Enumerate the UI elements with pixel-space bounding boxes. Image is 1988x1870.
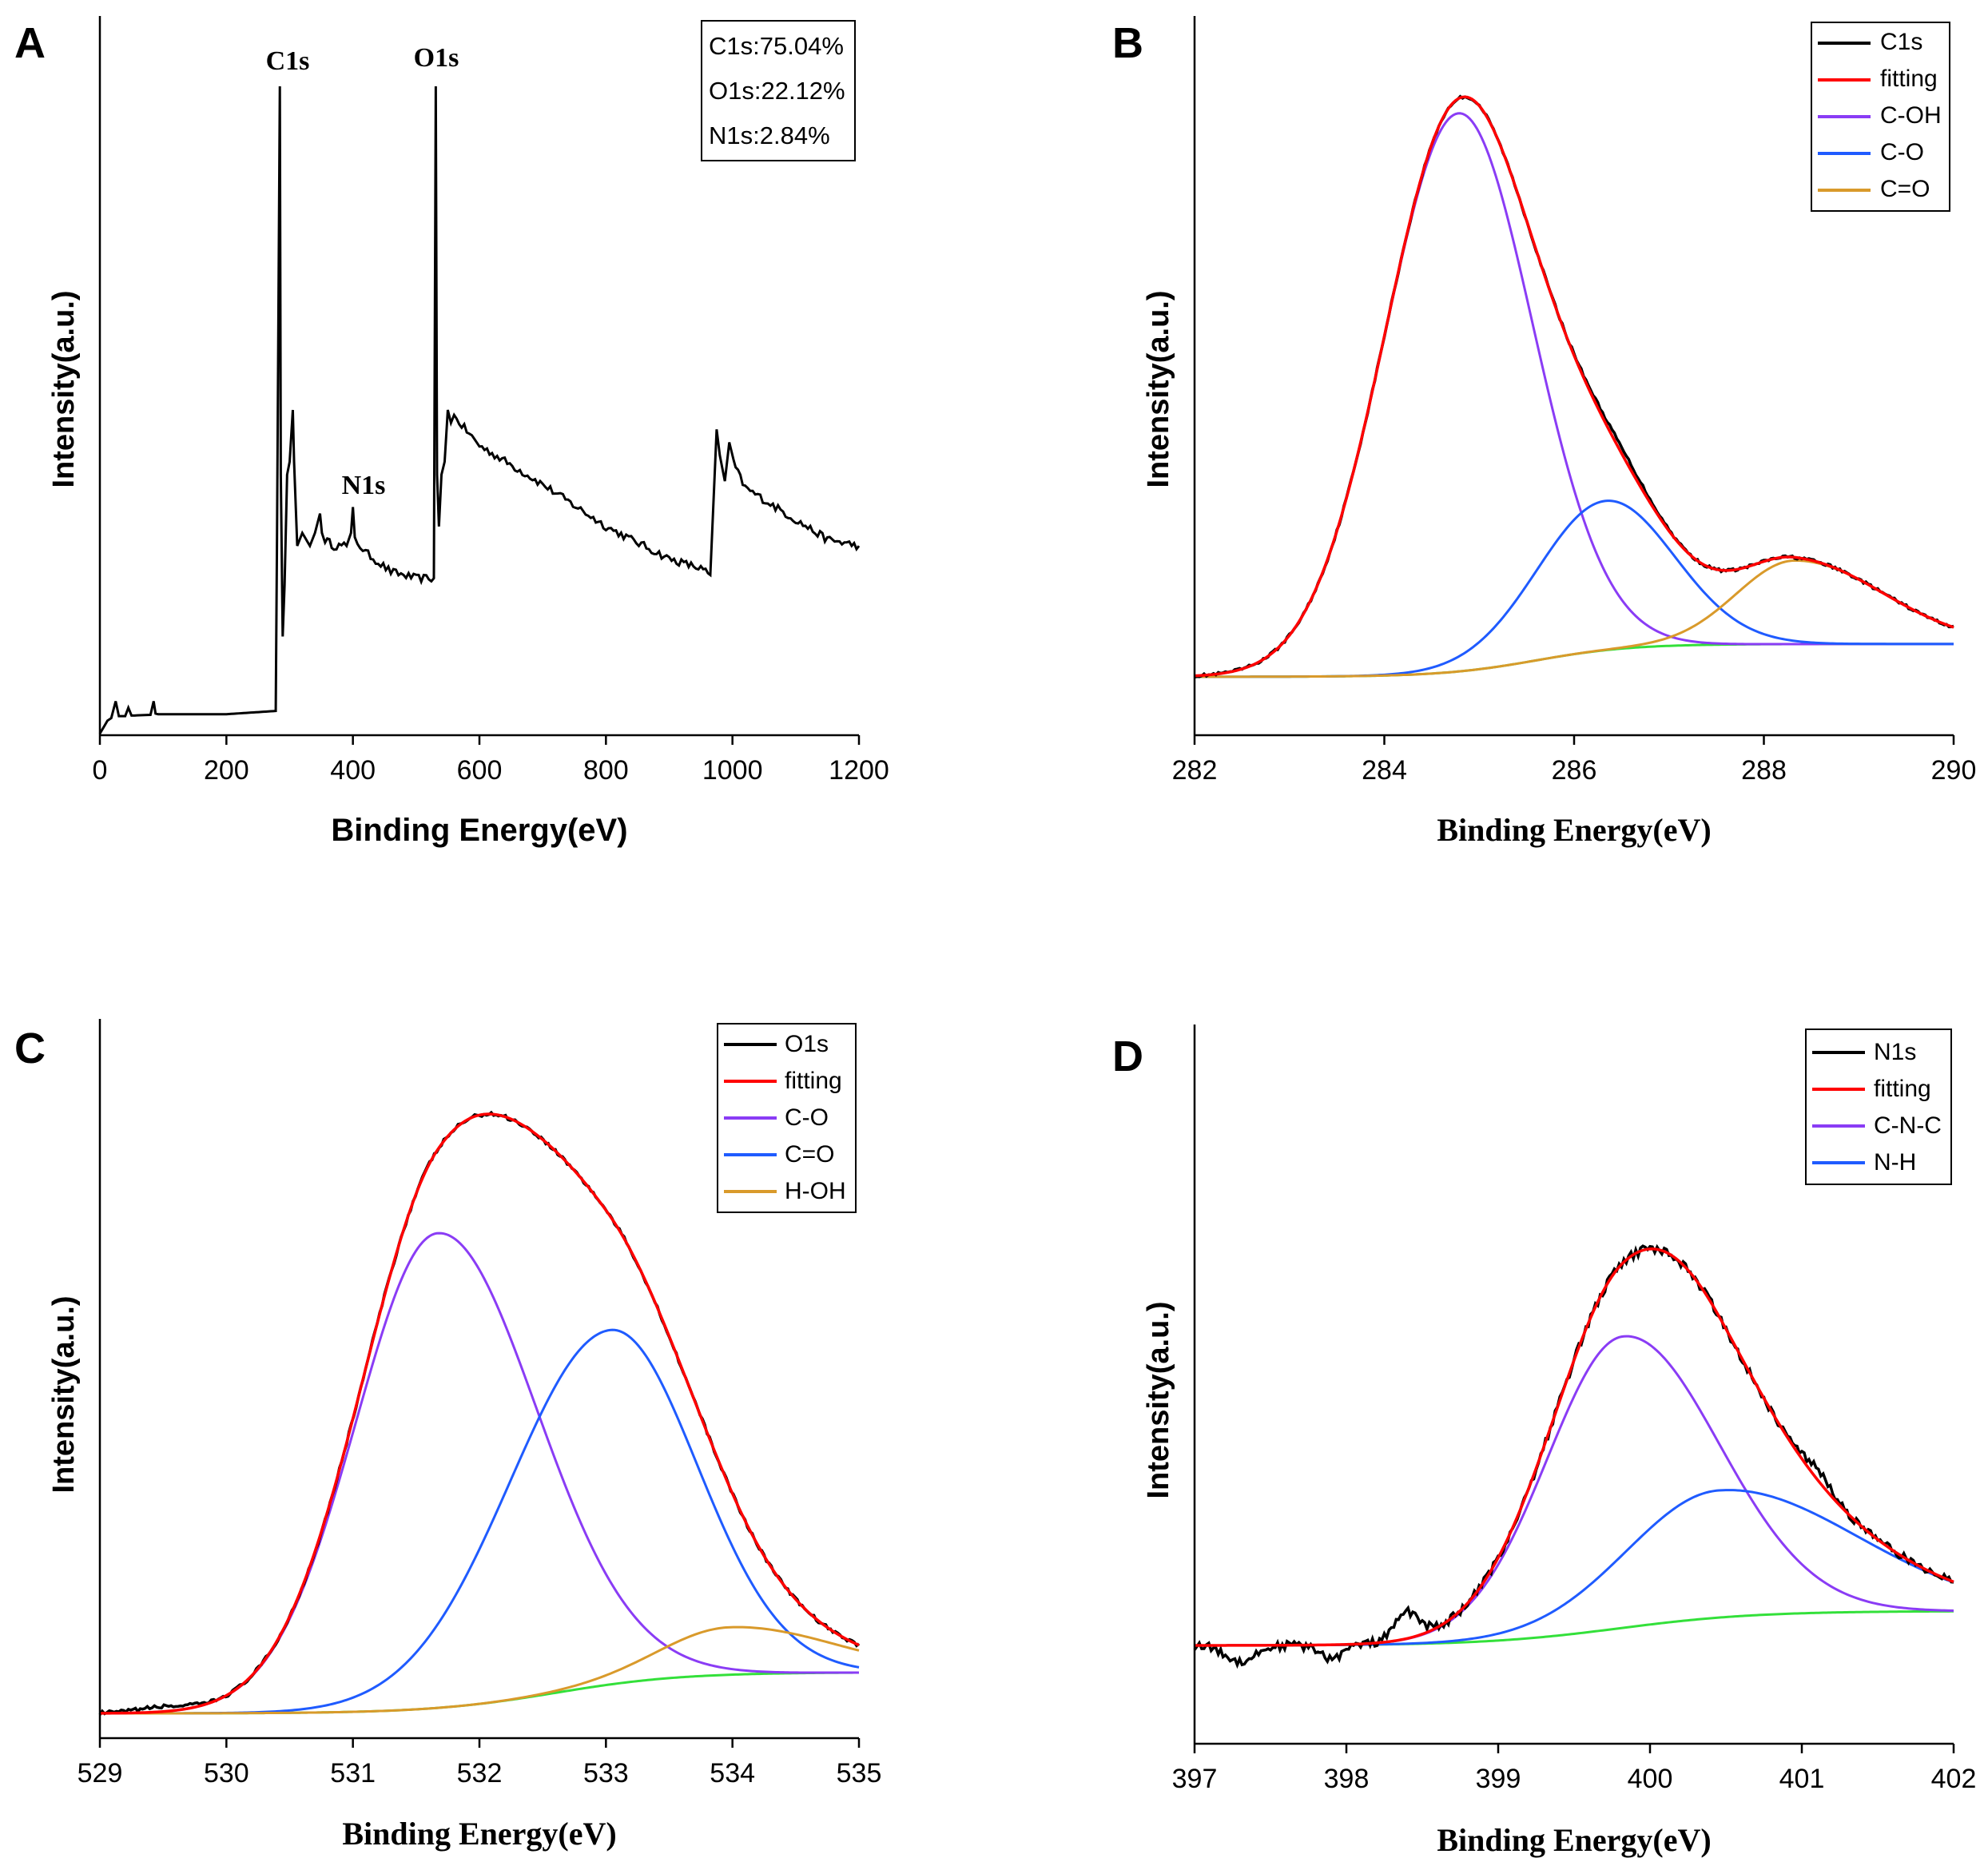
fitting-line [1195,1247,1954,1647]
legend-b-c-dbl-o: C=O [1880,176,1930,202]
panel-c-x-ticks: 529 530 531 532 533 534 535 [78,1738,882,1788]
panel-b-plot-area [1194,94,1954,679]
x-tick-label: 400 [1628,1764,1673,1794]
x-tick-label: 1200 [829,755,889,786]
composition-c1s: C1s:75.04% [709,32,844,60]
x-tick-label: 600 [457,755,503,786]
x-tick-label: 398 [1324,1764,1370,1794]
legend-b-c1s: C1s [1880,29,1922,55]
panel-c-y-label: Intensity(a.u.) [47,1295,81,1493]
x-tick-label: 286 [1552,755,1597,786]
raw-data-line [1193,1243,1954,1669]
panel-a-y-label: Intensity(a.u.) [47,290,81,487]
x-tick-label: 535 [837,1758,882,1788]
composition-box: C1s:75.04% O1s:22.12% N1s:2.84% [701,20,856,161]
panel-b-x-label: Binding Energy(eV) [1437,812,1711,848]
legend-c-fitting: fitting [785,1068,842,1094]
panel-c-plot-area [98,1110,861,1716]
fitting-line [99,1112,860,1715]
legend-d-fitting: fitting [1874,1076,1931,1102]
panel-a: A 0 200 400 600 800 1000 1200 Binding Energy(e… [14,16,889,848]
panel-b-letter: B [1112,19,1143,67]
legend-d-c-n-c: C-N-C [1874,1112,1942,1139]
component-h-oh [100,1625,860,1715]
panel-b-x-ticks: 282 284 286 288 290 [1172,735,1977,786]
x-tick-label: 284 [1362,755,1407,786]
legend-b-c-o: C-O [1880,139,1924,165]
panel-c-letter: C [14,1025,46,1072]
x-tick-label: 529 [78,1758,123,1788]
x-tick-label: 400 [330,755,376,786]
panel-b-legend: C1s fitting C-OH C-O C=O [1811,22,1950,212]
component-c-n-c [1195,1335,1954,1647]
panel-b: B 282 284 286 288 290 Binding Energy(eV) Int… [1112,16,1976,848]
x-tick-label: 1000 [702,755,763,786]
legend-c-o1s: O1s [785,1031,829,1057]
panel-a-plot-area [98,86,861,734]
peak-label-c1s: C1s [266,46,310,76]
component-c-dbl-o [1195,559,1954,678]
legend-b-fitting: fitting [1880,66,1938,92]
x-tick-label: 290 [1931,755,1977,786]
legend-b-c-oh: C-OH [1880,102,1942,129]
panel-d-y-label: Intensity(a.u.) [1142,1301,1175,1498]
legend-c-c-dbl-o: C=O [785,1141,835,1168]
panel-b-y-label: Intensity(a.u.) [1142,290,1175,487]
panel-c: C 529 530 531 532 533 534 535 Binding Energy(e… [14,1019,881,1852]
background-line [1195,643,1954,678]
component-c-o [99,1231,860,1715]
peak-label-o1s: O1s [414,43,459,73]
panel-d: D 397 398 399 400 401 402 Binding Energy(eV) … [1112,1025,1976,1858]
component-n-h [1195,1489,1954,1647]
background-line [100,1671,860,1715]
survey-spectrum-line [98,86,861,734]
fitting-line [1194,95,1954,678]
x-tick-label: 397 [1172,1764,1218,1794]
panel-d-letter: D [1112,1032,1143,1080]
x-tick-label: 288 [1741,755,1787,786]
x-tick-label: 534 [710,1758,755,1788]
panel-d-x-label: Binding Energy(eV) [1437,1822,1711,1858]
peak-label-n1s: N1s [342,471,386,500]
composition-o1s: O1s:22.12% [709,77,845,105]
x-tick-label: 402 [1931,1764,1977,1794]
panel-d-x-ticks: 397 398 399 400 401 402 [1172,1744,1977,1794]
legend-d-n1s: N1s [1874,1039,1916,1065]
panel-a-x-label: Binding Energy(eV) [331,813,627,848]
panel-a-letter: A [14,19,46,67]
background-line [1195,1609,1954,1647]
panel-d-plot-area [1193,1243,1954,1669]
x-tick-label: 0 [93,755,108,786]
panel-c-legend: O1s fitting C-O C=O H-OH [717,1023,857,1213]
x-tick-label: 533 [583,1758,629,1788]
legend-c-c-o: C-O [785,1104,829,1131]
x-tick-label: 800 [583,755,629,786]
x-tick-label: 200 [204,755,249,786]
component-c-o [1195,499,1954,678]
panel-a-x-ticks: 0 200 400 600 800 1000 1200 [93,735,889,786]
x-tick-label: 531 [330,1758,376,1788]
panel-d-legend-frame [1805,1028,1952,1185]
panel-c-x-label: Binding Energy(eV) [342,1816,616,1852]
x-tick-label: 530 [204,1758,249,1788]
x-tick-label: 532 [457,1758,503,1788]
composition-box-frame [701,20,856,161]
x-tick-label: 399 [1476,1764,1521,1794]
x-tick-label: 401 [1779,1764,1825,1794]
composition-n1s: N1s:2.84% [709,121,830,149]
legend-c-h-oh: H-OH [785,1178,846,1204]
x-tick-label: 282 [1172,755,1218,786]
legend-d-n-h: N-H [1874,1149,1916,1176]
panel-d-legend: N1s fitting C-N-C N-H [1805,1028,1952,1185]
